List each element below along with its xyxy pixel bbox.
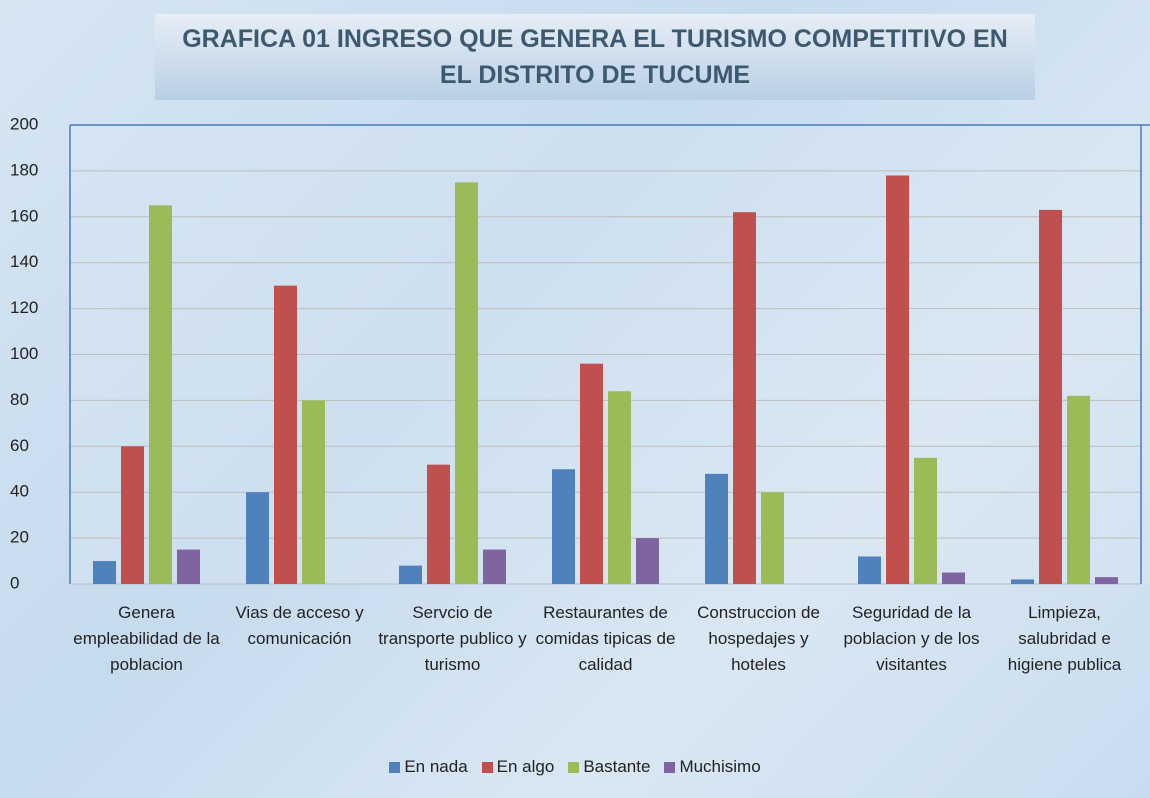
- bar: [121, 446, 144, 584]
- x-tick-label: Restaurantes de comidas tipicas de calid…: [535, 603, 676, 674]
- legend-swatch: [664, 761, 676, 773]
- bar: [427, 464, 450, 584]
- x-tick-label: Genera empleabilidad de la poblacion: [73, 603, 220, 674]
- bar: [399, 565, 422, 584]
- bar: [455, 182, 478, 584]
- bar: [942, 572, 965, 584]
- y-tick-label: 160: [10, 206, 38, 225]
- legend: En nada En algo Bastante Muchisimo: [0, 757, 1150, 777]
- bar: [483, 549, 506, 584]
- y-tick-label: 80: [10, 390, 29, 409]
- y-tick-label: 180: [10, 160, 38, 179]
- legend-label: Bastante: [583, 757, 651, 776]
- chart-title: GRAFICA 01 INGRESO QUE GENERA EL TURISMO…: [155, 14, 1035, 100]
- bar: [149, 205, 172, 584]
- legend-label: Muchisimo: [679, 757, 761, 776]
- legend-item: En algo: [481, 757, 555, 777]
- bar: [552, 469, 575, 584]
- bar: [1011, 579, 1034, 584]
- x-tick-label: Vias de acceso y comunicación: [235, 603, 364, 648]
- x-tick-label: Servcio de transporte publico y turismo: [378, 603, 527, 674]
- x-tick-label: Construccion de hospedajes y hoteles: [697, 603, 820, 674]
- y-tick-label: 60: [10, 436, 29, 455]
- y-tick-label: 120: [10, 298, 38, 317]
- legend-label: En nada: [404, 757, 468, 776]
- legend-swatch: [568, 761, 580, 773]
- bar: [858, 556, 881, 584]
- legend-swatch: [389, 761, 401, 773]
- y-tick-label: 140: [10, 252, 38, 271]
- y-tick-label: 200: [10, 114, 38, 133]
- y-tick-label: 0: [10, 573, 19, 592]
- bar: [246, 492, 269, 584]
- bar: [1039, 209, 1062, 585]
- bar: [914, 457, 937, 584]
- legend-swatch: [481, 761, 493, 773]
- legend-item: Muchisimo: [664, 757, 761, 777]
- bar: [274, 285, 297, 584]
- y-tick-label: 40: [10, 482, 29, 501]
- bar: [1067, 395, 1090, 584]
- bar: [1095, 577, 1118, 584]
- bar: [580, 363, 603, 584]
- bar: [733, 212, 756, 584]
- bar: [93, 561, 116, 584]
- y-tick-label: 100: [10, 344, 38, 363]
- x-tick-label: Limpieza, salubridad e higiene publica: [1007, 603, 1122, 674]
- legend-label: En algo: [496, 757, 555, 776]
- bar: [761, 492, 784, 584]
- legend-item: Bastante: [568, 757, 650, 777]
- bar: [302, 400, 325, 584]
- bar: [608, 391, 631, 584]
- legend-item: En nada: [389, 757, 468, 777]
- y-tick-label: 20: [10, 528, 29, 547]
- x-tick-label: Seguridad de la poblacion y de los visit…: [843, 603, 980, 674]
- bar: [886, 175, 909, 585]
- bar: [705, 473, 728, 584]
- bar: [636, 538, 659, 584]
- bar: [177, 549, 200, 584]
